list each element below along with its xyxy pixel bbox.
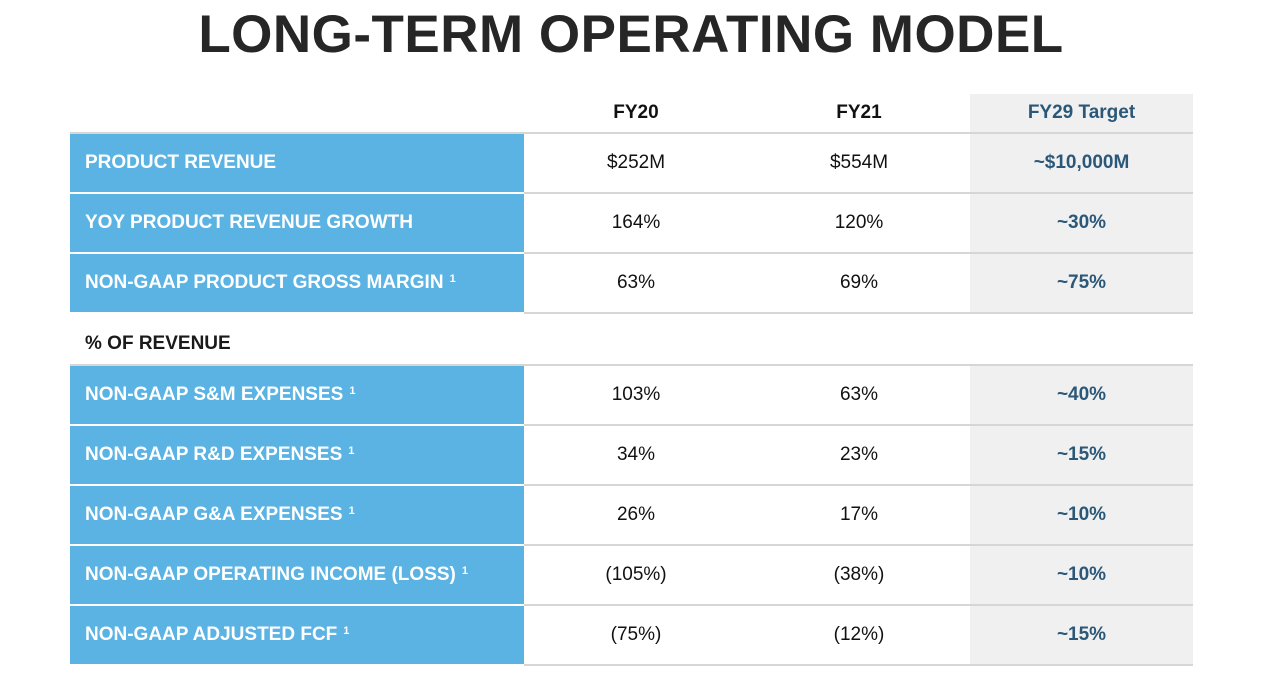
table-row: NON-GAAP PRODUCT GROSS MARGIN 1 63% 69% ~75% xyxy=(70,254,1193,314)
cell-fy21: $554M xyxy=(829,152,889,173)
column-header-fy21: FY21 xyxy=(836,102,882,123)
footnote-marker: 1 xyxy=(348,505,355,517)
cell-fy20: $252M xyxy=(606,152,666,173)
row-label: NON-GAAP ADJUSTED FCF 1 xyxy=(70,606,524,666)
cell-target: ~30% xyxy=(970,194,1193,252)
section-row: % OF REVENUE xyxy=(70,314,1193,366)
row-label-text: NON-GAAP OPERATING INCOME (LOSS) xyxy=(85,564,456,585)
table-row: NON-GAAP G&A EXPENSES 1 26% 17% ~10% xyxy=(70,486,1193,546)
cell-fy21: 120% xyxy=(834,212,884,233)
row-label: NON-GAAP OPERATING INCOME (LOSS) 1 xyxy=(70,546,524,606)
section-target-spacer xyxy=(970,314,1193,364)
cell-fy21: 69% xyxy=(839,272,879,293)
cell-target: ~75% xyxy=(970,254,1193,312)
row-label-text: NON-GAAP S&M EXPENSES xyxy=(85,384,344,405)
row-label: PRODUCT REVENUE xyxy=(70,134,524,194)
row-label: NON-GAAP G&A EXPENSES 1 xyxy=(70,486,524,546)
row-label: NON-GAAP S&M EXPENSES 1 xyxy=(70,366,524,426)
cell-fy20: 164% xyxy=(611,212,661,233)
cell-fy21: (38%) xyxy=(833,564,885,585)
table-row: NON-GAAP S&M EXPENSES 1 103% 63% ~40% xyxy=(70,366,1193,426)
cell-target: ~$10,000M xyxy=(970,134,1193,192)
operating-model-table: FY20 FY21 FY29 Target PRODUCT REVENUE $25… xyxy=(70,94,1193,666)
cell-fy20: 63% xyxy=(616,272,656,293)
footnote-marker: 1 xyxy=(348,445,355,457)
cell-fy21: 23% xyxy=(839,444,879,465)
row-label-text: YOY PRODUCT REVENUE GROWTH xyxy=(85,212,413,233)
row-label-text: NON-GAAP R&D EXPENSES xyxy=(85,444,343,465)
table-row: NON-GAAP ADJUSTED FCF 1 (75%) (12%) ~15% xyxy=(70,606,1193,666)
cell-fy20: 26% xyxy=(616,504,656,525)
page-title: LONG-TERM OPERATING MODEL xyxy=(198,5,1064,64)
cell-fy21: (12%) xyxy=(833,624,885,645)
cell-target: ~15% xyxy=(970,426,1193,484)
row-label-text: NON-GAAP ADJUSTED FCF xyxy=(85,624,338,645)
cell-fy20: (105%) xyxy=(605,564,667,585)
cell-fy20: (75%) xyxy=(610,624,662,645)
column-header-target: FY29 Target xyxy=(970,94,1193,132)
row-label-text: NON-GAAP G&A EXPENSES xyxy=(85,504,343,525)
cell-target: ~15% xyxy=(970,606,1193,664)
cell-fy21: 17% xyxy=(839,504,879,525)
row-label: YOY PRODUCT REVENUE GROWTH xyxy=(70,194,524,254)
table-row: NON-GAAP OPERATING INCOME (LOSS) 1 (105%) (… xyxy=(70,546,1193,606)
cell-fy20: 34% xyxy=(616,444,656,465)
row-label: NON-GAAP R&D EXPENSES 1 xyxy=(70,426,524,486)
section-label: % OF REVENUE xyxy=(85,333,231,354)
column-header-fy20: FY20 xyxy=(613,102,659,123)
cell-target: ~10% xyxy=(970,486,1193,544)
cell-fy20: 103% xyxy=(611,384,661,405)
footnote-marker: 1 xyxy=(349,385,356,397)
table-row: NON-GAAP R&D EXPENSES 1 34% 23% ~15% xyxy=(70,426,1193,486)
row-label: NON-GAAP PRODUCT GROSS MARGIN 1 xyxy=(70,254,524,314)
cell-target: ~40% xyxy=(970,366,1193,424)
table-row: YOY PRODUCT REVENUE GROWTH 164% 120% ~30% xyxy=(70,194,1193,254)
table-header-row: FY20 FY21 FY29 Target xyxy=(70,94,1193,134)
table-row: PRODUCT REVENUE $252M $554M ~$10,000M xyxy=(70,134,1193,194)
header-blank-cell xyxy=(70,94,524,132)
row-label-text: PRODUCT REVENUE xyxy=(85,152,277,173)
footnote-marker: 1 xyxy=(461,565,468,577)
cell-target: ~10% xyxy=(970,546,1193,604)
footnote-marker: 1 xyxy=(449,273,456,285)
footnote-marker: 1 xyxy=(343,625,350,637)
row-label-text: NON-GAAP PRODUCT GROSS MARGIN xyxy=(85,272,444,293)
section-spacer xyxy=(524,314,970,364)
cell-fy21: 63% xyxy=(839,384,879,405)
